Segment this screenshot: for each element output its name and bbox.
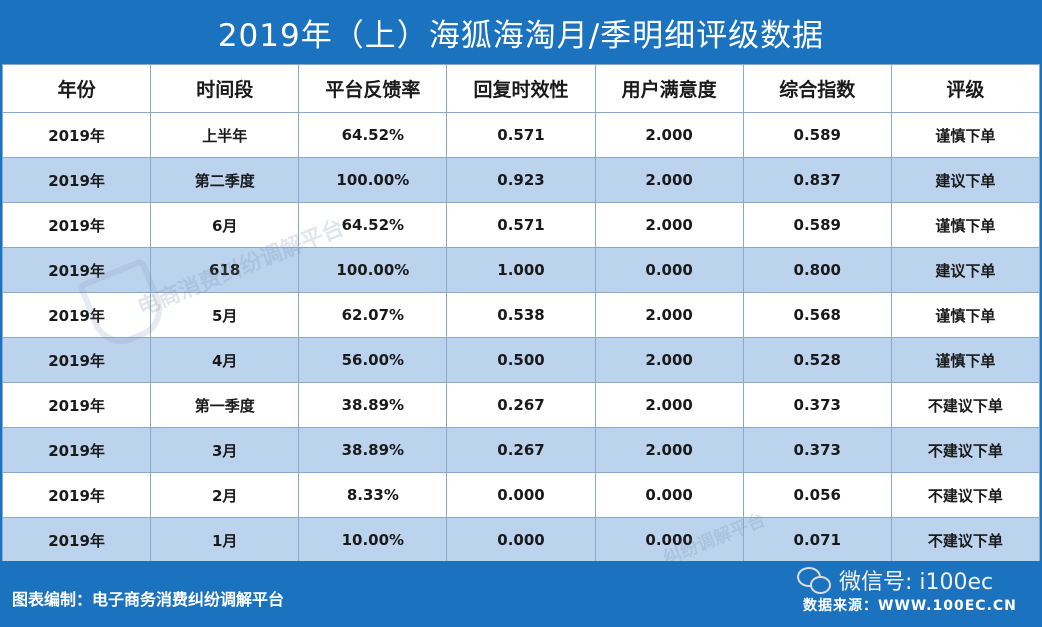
cell-response-timeliness: 0.267 xyxy=(446,382,596,428)
cell-user-satisfaction: 2.000 xyxy=(594,202,744,248)
cell-feedback-rate: 38.89% xyxy=(298,427,448,473)
cell-year: 2019年 xyxy=(1,337,152,383)
cell-rating: 不建议下单 xyxy=(890,382,1041,428)
cell-composite-index: 0.568 xyxy=(742,292,892,338)
cell-user-satisfaction: 2.000 xyxy=(594,112,744,158)
page-title: 2019年（上）海狐海淘月/季明细评级数据 xyxy=(0,0,1042,64)
cell-rating: 谨慎下单 xyxy=(890,292,1041,338)
rating-table-container: 年份 时间段 平台反馈率 回复时效性 用户满意度 综合指数 评级 2019年 上半… xyxy=(1,64,1041,563)
footer-credit: 图表编制：电子商务消费纠纷调解平台 xyxy=(12,590,285,609)
cell-composite-index: 0.373 xyxy=(742,382,892,428)
cell-rating: 谨慎下单 xyxy=(890,112,1041,158)
wechat-icon xyxy=(797,565,831,595)
cell-user-satisfaction: 2.000 xyxy=(594,292,744,338)
cell-rating: 不建议下单 xyxy=(890,472,1041,518)
cell-year: 2019年 xyxy=(1,157,152,203)
table-row: 2019年 6月 64.52% 0.571 2.000 0.589 谨慎下单 xyxy=(1,202,1041,248)
cell-user-satisfaction: 2.000 xyxy=(594,427,744,473)
cell-rating: 谨慎下单 xyxy=(890,202,1041,248)
cell-composite-index: 0.589 xyxy=(742,112,892,158)
cell-year: 2019年 xyxy=(1,472,152,518)
cell-feedback-rate: 64.52% xyxy=(298,202,448,248)
column-header-feedback-rate: 平台反馈率 xyxy=(298,64,448,113)
cell-period: 第二季度 xyxy=(150,157,300,203)
cell-period: 3月 xyxy=(150,427,300,473)
footer-source: 数据来源：WWW.100EC.CN xyxy=(803,598,1017,614)
cell-composite-index: 0.528 xyxy=(742,337,892,383)
cell-user-satisfaction: 2.000 xyxy=(594,382,744,428)
cell-period: 第一季度 xyxy=(150,382,300,428)
cell-period: 2月 xyxy=(150,472,300,518)
cell-feedback-rate: 10.00% xyxy=(298,517,448,563)
cell-rating: 谨慎下单 xyxy=(890,337,1041,383)
cell-response-timeliness: 1.000 xyxy=(446,247,596,293)
table-header-row: 年份 时间段 平台反馈率 回复时效性 用户满意度 综合指数 评级 xyxy=(1,64,1041,113)
cell-year: 2019年 xyxy=(1,202,152,248)
table-row: 2019年 4月 56.00% 0.500 2.000 0.528 谨慎下单 xyxy=(1,337,1041,383)
cell-user-satisfaction: 0.000 xyxy=(594,247,744,293)
table-row: 2019年 5月 62.07% 0.538 2.000 0.568 谨慎下单 xyxy=(1,292,1041,338)
column-header-period: 时间段 xyxy=(150,64,300,113)
table-row: 2019年 1月 10.00% 0.000 0.000 0.071 不建议下单 xyxy=(1,517,1041,563)
cell-feedback-rate: 38.89% xyxy=(298,382,448,428)
cell-rating: 不建议下单 xyxy=(890,427,1041,473)
cell-feedback-rate: 100.00% xyxy=(298,247,448,293)
cell-composite-index: 0.800 xyxy=(742,247,892,293)
cell-period: 上半年 xyxy=(150,112,300,158)
cell-response-timeliness: 0.571 xyxy=(446,202,596,248)
cell-period: 5月 xyxy=(150,292,300,338)
cell-year: 2019年 xyxy=(1,427,152,473)
cell-response-timeliness: 0.000 xyxy=(446,472,596,518)
cell-rating: 建议下单 xyxy=(890,247,1041,293)
footer: 图表编制：电子商务消费纠纷调解平台 微信号: i100ec 数据来源：WWW.1… xyxy=(0,561,1042,627)
cell-user-satisfaction: 0.000 xyxy=(594,472,744,518)
rating-table: 年份 时间段 平台反馈率 回复时效性 用户满意度 综合指数 评级 2019年 上半… xyxy=(1,64,1041,563)
cell-rating: 不建议下单 xyxy=(890,517,1041,563)
cell-composite-index: 0.071 xyxy=(742,517,892,563)
cell-response-timeliness: 0.571 xyxy=(446,112,596,158)
wechat-badge: 微信号: i100ec xyxy=(797,564,993,596)
cell-feedback-rate: 100.00% xyxy=(298,157,448,203)
table-row: 2019年 第二季度 100.00% 0.923 2.000 0.837 建议下单 xyxy=(1,157,1041,203)
cell-feedback-rate: 56.00% xyxy=(298,337,448,383)
cell-user-satisfaction: 2.000 xyxy=(594,157,744,203)
cell-user-satisfaction: 2.000 xyxy=(594,337,744,383)
cell-response-timeliness: 0.267 xyxy=(446,427,596,473)
cell-year: 2019年 xyxy=(1,292,152,338)
table-row: 2019年 上半年 64.52% 0.571 2.000 0.589 谨慎下单 xyxy=(1,112,1041,158)
column-header-year: 年份 xyxy=(1,64,152,113)
table-row: 2019年 3月 38.89% 0.267 2.000 0.373 不建议下单 xyxy=(1,427,1041,473)
cell-composite-index: 0.589 xyxy=(742,202,892,248)
cell-user-satisfaction: 0.000 xyxy=(594,517,744,563)
cell-year: 2019年 xyxy=(1,247,152,293)
cell-rating: 建议下单 xyxy=(890,157,1041,203)
table-row: 2019年 618 100.00% 1.000 0.000 0.800 建议下单 xyxy=(1,247,1041,293)
cell-year: 2019年 xyxy=(1,382,152,428)
cell-composite-index: 0.056 xyxy=(742,472,892,518)
cell-year: 2019年 xyxy=(1,517,152,563)
wechat-id: 微信号: i100ec xyxy=(839,570,994,595)
cell-period: 1月 xyxy=(150,517,300,563)
cell-period: 6月 xyxy=(150,202,300,248)
column-header-response-timeliness: 回复时效性 xyxy=(446,64,596,113)
cell-response-timeliness: 0.500 xyxy=(446,337,596,383)
cell-period: 618 xyxy=(150,247,300,293)
cell-feedback-rate: 62.07% xyxy=(298,292,448,338)
table-row: 2019年 2月 8.33% 0.000 0.000 0.056 不建议下单 xyxy=(1,472,1041,518)
cell-response-timeliness: 0.538 xyxy=(446,292,596,338)
cell-year: 2019年 xyxy=(1,112,152,158)
cell-period: 4月 xyxy=(150,337,300,383)
cell-response-timeliness: 0.923 xyxy=(446,157,596,203)
cell-composite-index: 0.837 xyxy=(742,157,892,203)
cell-feedback-rate: 64.52% xyxy=(298,112,448,158)
cell-response-timeliness: 0.000 xyxy=(446,517,596,563)
table-row: 2019年 第一季度 38.89% 0.267 2.000 0.373 不建议下单 xyxy=(1,382,1041,428)
column-header-rating: 评级 xyxy=(890,64,1041,113)
column-header-composite-index: 综合指数 xyxy=(742,64,892,113)
cell-composite-index: 0.373 xyxy=(742,427,892,473)
cell-feedback-rate: 8.33% xyxy=(298,472,448,518)
column-header-user-satisfaction: 用户满意度 xyxy=(594,64,744,113)
